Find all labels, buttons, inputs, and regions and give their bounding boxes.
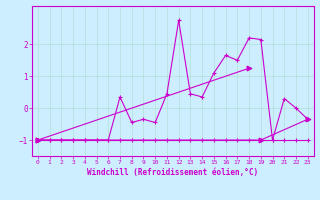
X-axis label: Windchill (Refroidissement éolien,°C): Windchill (Refroidissement éolien,°C) [87, 168, 258, 177]
